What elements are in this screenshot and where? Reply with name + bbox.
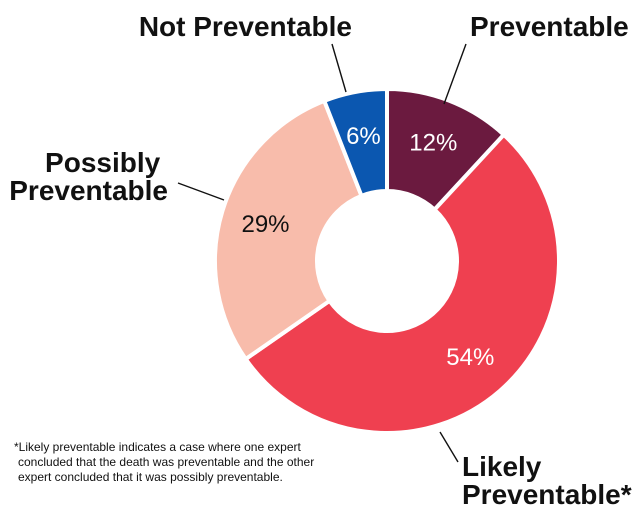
slice-not-preventable — [322, 87, 389, 198]
category-label-line: Preventable* — [462, 479, 632, 510]
slice-possibly-preventable — [213, 98, 364, 362]
footnote: *Likely preventable indicates a case whe… — [14, 440, 315, 484]
percent-label-0: 12% — [409, 130, 457, 157]
category-label-likely-preventable: Likely Preventable* — [462, 451, 632, 510]
category-label-possibly-preventable: Possibly Preventable — [9, 147, 168, 206]
percent-labels: 12% 54% 29% 6% — [241, 123, 494, 371]
slice-likely-preventable — [243, 132, 561, 435]
leader-line-not-preventable — [331, 43, 347, 93]
leader-line-likely-preventable — [439, 431, 459, 463]
category-label-preventable: Preventable — [470, 11, 629, 42]
leader-line-preventable — [443, 43, 467, 105]
category-label-not-preventable: Not Preventable — [139, 11, 352, 42]
leader-line-possibly-preventable — [177, 182, 225, 201]
category-label-line: Likely — [462, 451, 542, 482]
category-label-line: Preventable — [9, 175, 168, 206]
percent-label-2: 29% — [241, 211, 289, 238]
percent-label-1: 54% — [446, 344, 494, 371]
percent-label-3: 6% — [346, 123, 381, 150]
donut-slices — [213, 87, 561, 435]
category-label-line: Possibly — [45, 147, 161, 178]
category-label-line: Not Preventable — [139, 11, 352, 42]
category-label-line: Preventable — [470, 11, 629, 42]
